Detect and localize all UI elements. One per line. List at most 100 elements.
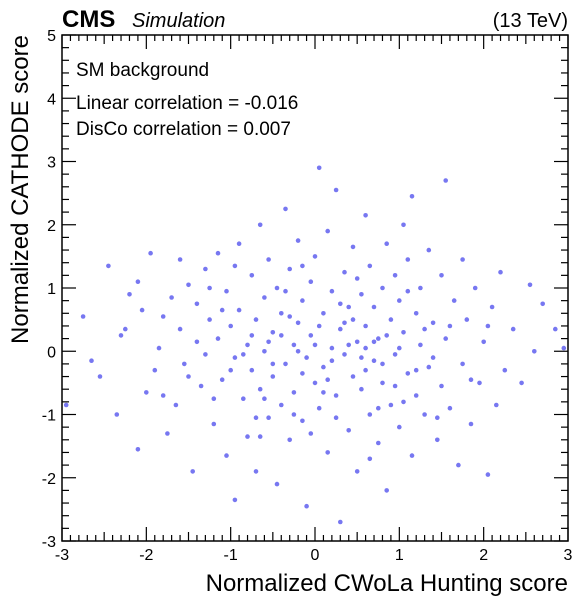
data-point-208 [207, 285, 212, 291]
data-point-44 [253, 317, 259, 322]
data-point-59 [283, 361, 288, 367]
data-point-149 [519, 380, 524, 386]
x-tick-label: 1 [395, 547, 404, 564]
data-point-9 [135, 447, 141, 452]
data-point-4 [106, 263, 111, 269]
data-point-62 [291, 342, 297, 348]
data-point-25 [203, 266, 208, 272]
data-point-16 [165, 431, 170, 436]
data-point-93 [354, 469, 360, 474]
data-point-69 [304, 503, 309, 509]
data-point-164 [384, 333, 390, 338]
data-point-167 [266, 339, 271, 345]
data-point-110 [392, 273, 398, 278]
data-point-43 [249, 367, 255, 373]
data-point-204 [354, 276, 360, 281]
data-point-206 [367, 456, 373, 462]
data-point-39 [241, 396, 246, 402]
data-point-124 [422, 412, 427, 417]
data-point-106 [384, 241, 390, 246]
data-point-168 [291, 412, 297, 417]
data-point-88 [346, 428, 352, 433]
data-point-97 [363, 323, 368, 329]
data-point-209 [253, 415, 259, 421]
data-point-0 [63, 402, 69, 408]
data-point-37 [236, 241, 242, 246]
data-point-131 [443, 178, 449, 183]
data-point-78 [325, 228, 331, 234]
data-point-19 [177, 326, 183, 332]
data-point-2 [89, 358, 94, 364]
data-point-126 [426, 364, 432, 370]
data-point-114 [401, 222, 406, 228]
data-point-136 [460, 257, 465, 262]
data-point-67 [300, 298, 305, 303]
data-point-148 [510, 326, 516, 332]
data-point-171 [359, 355, 364, 360]
annotation-sample: SM background [76, 60, 209, 81]
data-point-155 [177, 257, 183, 262]
data-point-188 [262, 396, 267, 402]
data-point-125 [426, 247, 432, 253]
data-point-64 [295, 238, 301, 243]
simulation-label: Simulation [132, 10, 225, 32]
data-point-172 [376, 405, 381, 411]
data-point-170 [338, 301, 343, 307]
data-point-91 [350, 244, 356, 250]
data-point-119 [409, 453, 415, 458]
annotation-linear-correlation: Linear correlation = -0.016 [76, 93, 298, 114]
x-tick-label: 0 [311, 547, 320, 564]
data-point-14 [156, 345, 162, 351]
data-point-58 [283, 206, 288, 212]
data-point-152 [540, 301, 545, 307]
data-point-38 [236, 307, 242, 313]
data-point-57 [279, 311, 284, 316]
y-tick-label: 5 [47, 28, 56, 45]
data-point-65 [295, 320, 301, 326]
data-point-122 [418, 285, 423, 291]
data-point-105 [380, 380, 385, 386]
y-tick-label: 1 [47, 281, 56, 298]
y-tick-label: 2 [47, 218, 56, 235]
data-point-121 [413, 393, 419, 398]
data-point-41 [245, 434, 250, 439]
axis-ticks: -3 -2 -1 0 1 2 3 -3 -2 -1 0 1 2 3 4 5 [42, 28, 573, 564]
data-point-27 [207, 317, 212, 322]
data-point-135 [456, 462, 461, 468]
data-point-107 [384, 488, 390, 493]
data-point-94 [359, 292, 364, 297]
data-point-200 [118, 333, 124, 338]
data-point-196 [447, 323, 453, 329]
data-point-190 [295, 349, 301, 354]
data-point-68 [304, 355, 309, 360]
data-point-8 [135, 279, 141, 285]
x-axis-title: Normalized CWoLa Hunting score [206, 570, 568, 597]
data-point-55 [274, 285, 280, 291]
data-point-17 [169, 295, 174, 300]
data-point-147 [502, 367, 508, 373]
data-point-158 [257, 434, 263, 439]
data-point-101 [371, 304, 377, 310]
data-point-117 [405, 257, 411, 262]
data-point-112 [397, 298, 402, 303]
data-point-203 [333, 415, 339, 421]
data-point-5 [114, 412, 120, 417]
data-point-53 [270, 374, 276, 379]
data-point-77 [321, 364, 326, 370]
data-point-177 [270, 361, 276, 367]
data-point-176 [249, 333, 255, 338]
data-point-150 [527, 282, 533, 288]
data-point-104 [380, 285, 385, 291]
data-point-7 [127, 292, 132, 297]
data-point-128 [435, 437, 440, 443]
data-point-42 [249, 273, 255, 278]
data-point-162 [346, 342, 352, 348]
data-point-84 [338, 326, 343, 332]
data-point-34 [228, 323, 233, 329]
data-point-48 [262, 295, 267, 300]
data-point-207 [435, 415, 440, 421]
data-point-201 [186, 374, 191, 379]
y-tick-label: -3 [42, 534, 56, 551]
data-point-157 [232, 263, 238, 269]
x-tick-label: 3 [564, 547, 573, 564]
